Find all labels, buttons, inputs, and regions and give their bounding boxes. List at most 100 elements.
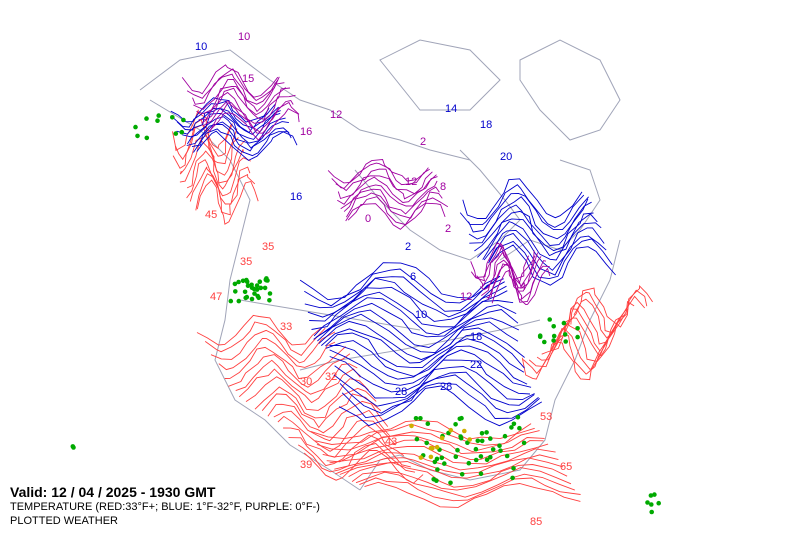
rain-symbol	[484, 457, 490, 463]
rain-symbol	[244, 279, 250, 285]
contour-label: 28	[440, 381, 452, 393]
cold-contour	[459, 184, 585, 228]
warm-contour	[196, 179, 259, 225]
contour-label: 18	[480, 119, 492, 131]
contour-label: 18	[470, 331, 482, 343]
warm-contour	[179, 139, 246, 184]
rain-symbol	[267, 298, 272, 303]
warm-contour	[303, 449, 424, 484]
cold-contour	[329, 344, 528, 385]
rain-symbol	[413, 416, 419, 421]
rain-symbol	[458, 434, 463, 439]
rain-symbol	[562, 332, 568, 337]
cold-contour	[182, 112, 281, 140]
contour-label: 8	[440, 181, 446, 193]
rain-symbol	[563, 339, 568, 344]
contour-label: 2	[405, 241, 411, 253]
rain-symbol	[479, 438, 485, 444]
rain-symbol	[521, 440, 527, 446]
warm-contour	[195, 173, 256, 216]
rain-symbol	[435, 467, 440, 472]
subzero-contour	[346, 191, 443, 219]
rain-symbol	[232, 281, 238, 287]
cold-contour	[462, 178, 583, 219]
cold-contour	[318, 320, 519, 361]
warm-contour	[339, 457, 564, 479]
contour-label: 33	[280, 321, 292, 333]
cold-contour	[170, 97, 270, 123]
rain-symbol	[652, 492, 657, 497]
warm-contour	[553, 300, 635, 346]
rain-symbol	[249, 296, 255, 302]
rain-symbol	[418, 416, 423, 421]
cold-contour	[482, 221, 602, 261]
cold-contour	[299, 262, 501, 301]
rain-symbol	[245, 283, 251, 289]
rain-symbol	[179, 129, 185, 135]
rain-symbol	[645, 500, 650, 505]
contour-label: 30	[300, 376, 312, 388]
rain-symbol	[656, 500, 661, 506]
warm-contour	[359, 477, 581, 502]
contour-label: 32	[325, 371, 337, 383]
rain-symbol	[425, 421, 431, 427]
rain-symbol	[242, 289, 248, 295]
rain-symbol	[424, 440, 430, 446]
rain-symbol	[575, 326, 580, 331]
rain-symbol	[515, 414, 521, 420]
contour-label: 14	[445, 103, 457, 115]
cold-contour	[187, 116, 286, 145]
mixed-precip-symbol	[448, 427, 454, 433]
warm-contour	[254, 386, 377, 419]
mixed-precip-symbol	[409, 423, 414, 429]
rain-symbol	[648, 493, 654, 498]
mixed-precip-symbol	[462, 428, 467, 434]
warm-contour	[228, 353, 351, 388]
warm-contour	[322, 434, 545, 458]
coastline	[149, 99, 361, 491]
rain-symbol	[251, 286, 257, 292]
warm-contour	[348, 461, 568, 488]
contour-label: 4	[520, 281, 526, 293]
warm-contour	[364, 481, 581, 508]
warm-contour	[536, 322, 618, 362]
rain-symbol	[439, 455, 445, 461]
subzero-contour	[208, 108, 300, 141]
cold-contour	[317, 313, 520, 354]
subzero-contour	[198, 87, 291, 121]
cold-contour	[309, 285, 507, 322]
warm-contour	[573, 285, 653, 328]
cold-contour	[191, 124, 290, 152]
mixed-precip-symbol	[430, 445, 435, 451]
cold-contour	[341, 382, 540, 419]
rain-symbol	[510, 475, 515, 481]
cold-contour	[304, 268, 501, 307]
warm-contour	[267, 400, 389, 434]
contour-label: 65	[560, 461, 572, 473]
warm-contour	[210, 329, 336, 364]
rain-symbol	[448, 480, 453, 486]
mixed-precip-symbol	[418, 455, 424, 460]
warm-contour	[277, 415, 396, 452]
rain-symbol	[502, 433, 508, 439]
contour-label: 35	[240, 256, 252, 268]
warm-contour	[238, 368, 361, 404]
subzero-contour	[203, 99, 294, 133]
warm-contour	[351, 467, 572, 491]
contour-label: 10	[238, 31, 250, 43]
warm-contour	[334, 448, 556, 471]
rain-symbol	[240, 278, 246, 284]
subzero-contour	[193, 79, 285, 113]
rain-symbol	[547, 317, 552, 322]
contour-label: 28	[395, 386, 407, 398]
rain-symbol	[173, 131, 179, 136]
cold-contour	[196, 130, 298, 161]
rain-symbol	[478, 454, 484, 459]
temperature-legend: TEMPERATURE (RED:33°F+; BLUE: 1°F-32°F, …	[10, 501, 320, 513]
cold-contour	[468, 192, 589, 233]
cold-contour	[334, 365, 535, 401]
coastlines	[139, 39, 621, 491]
rain-symbol	[262, 285, 268, 291]
rain-symbol	[509, 425, 514, 430]
rain-symbol	[475, 438, 481, 444]
